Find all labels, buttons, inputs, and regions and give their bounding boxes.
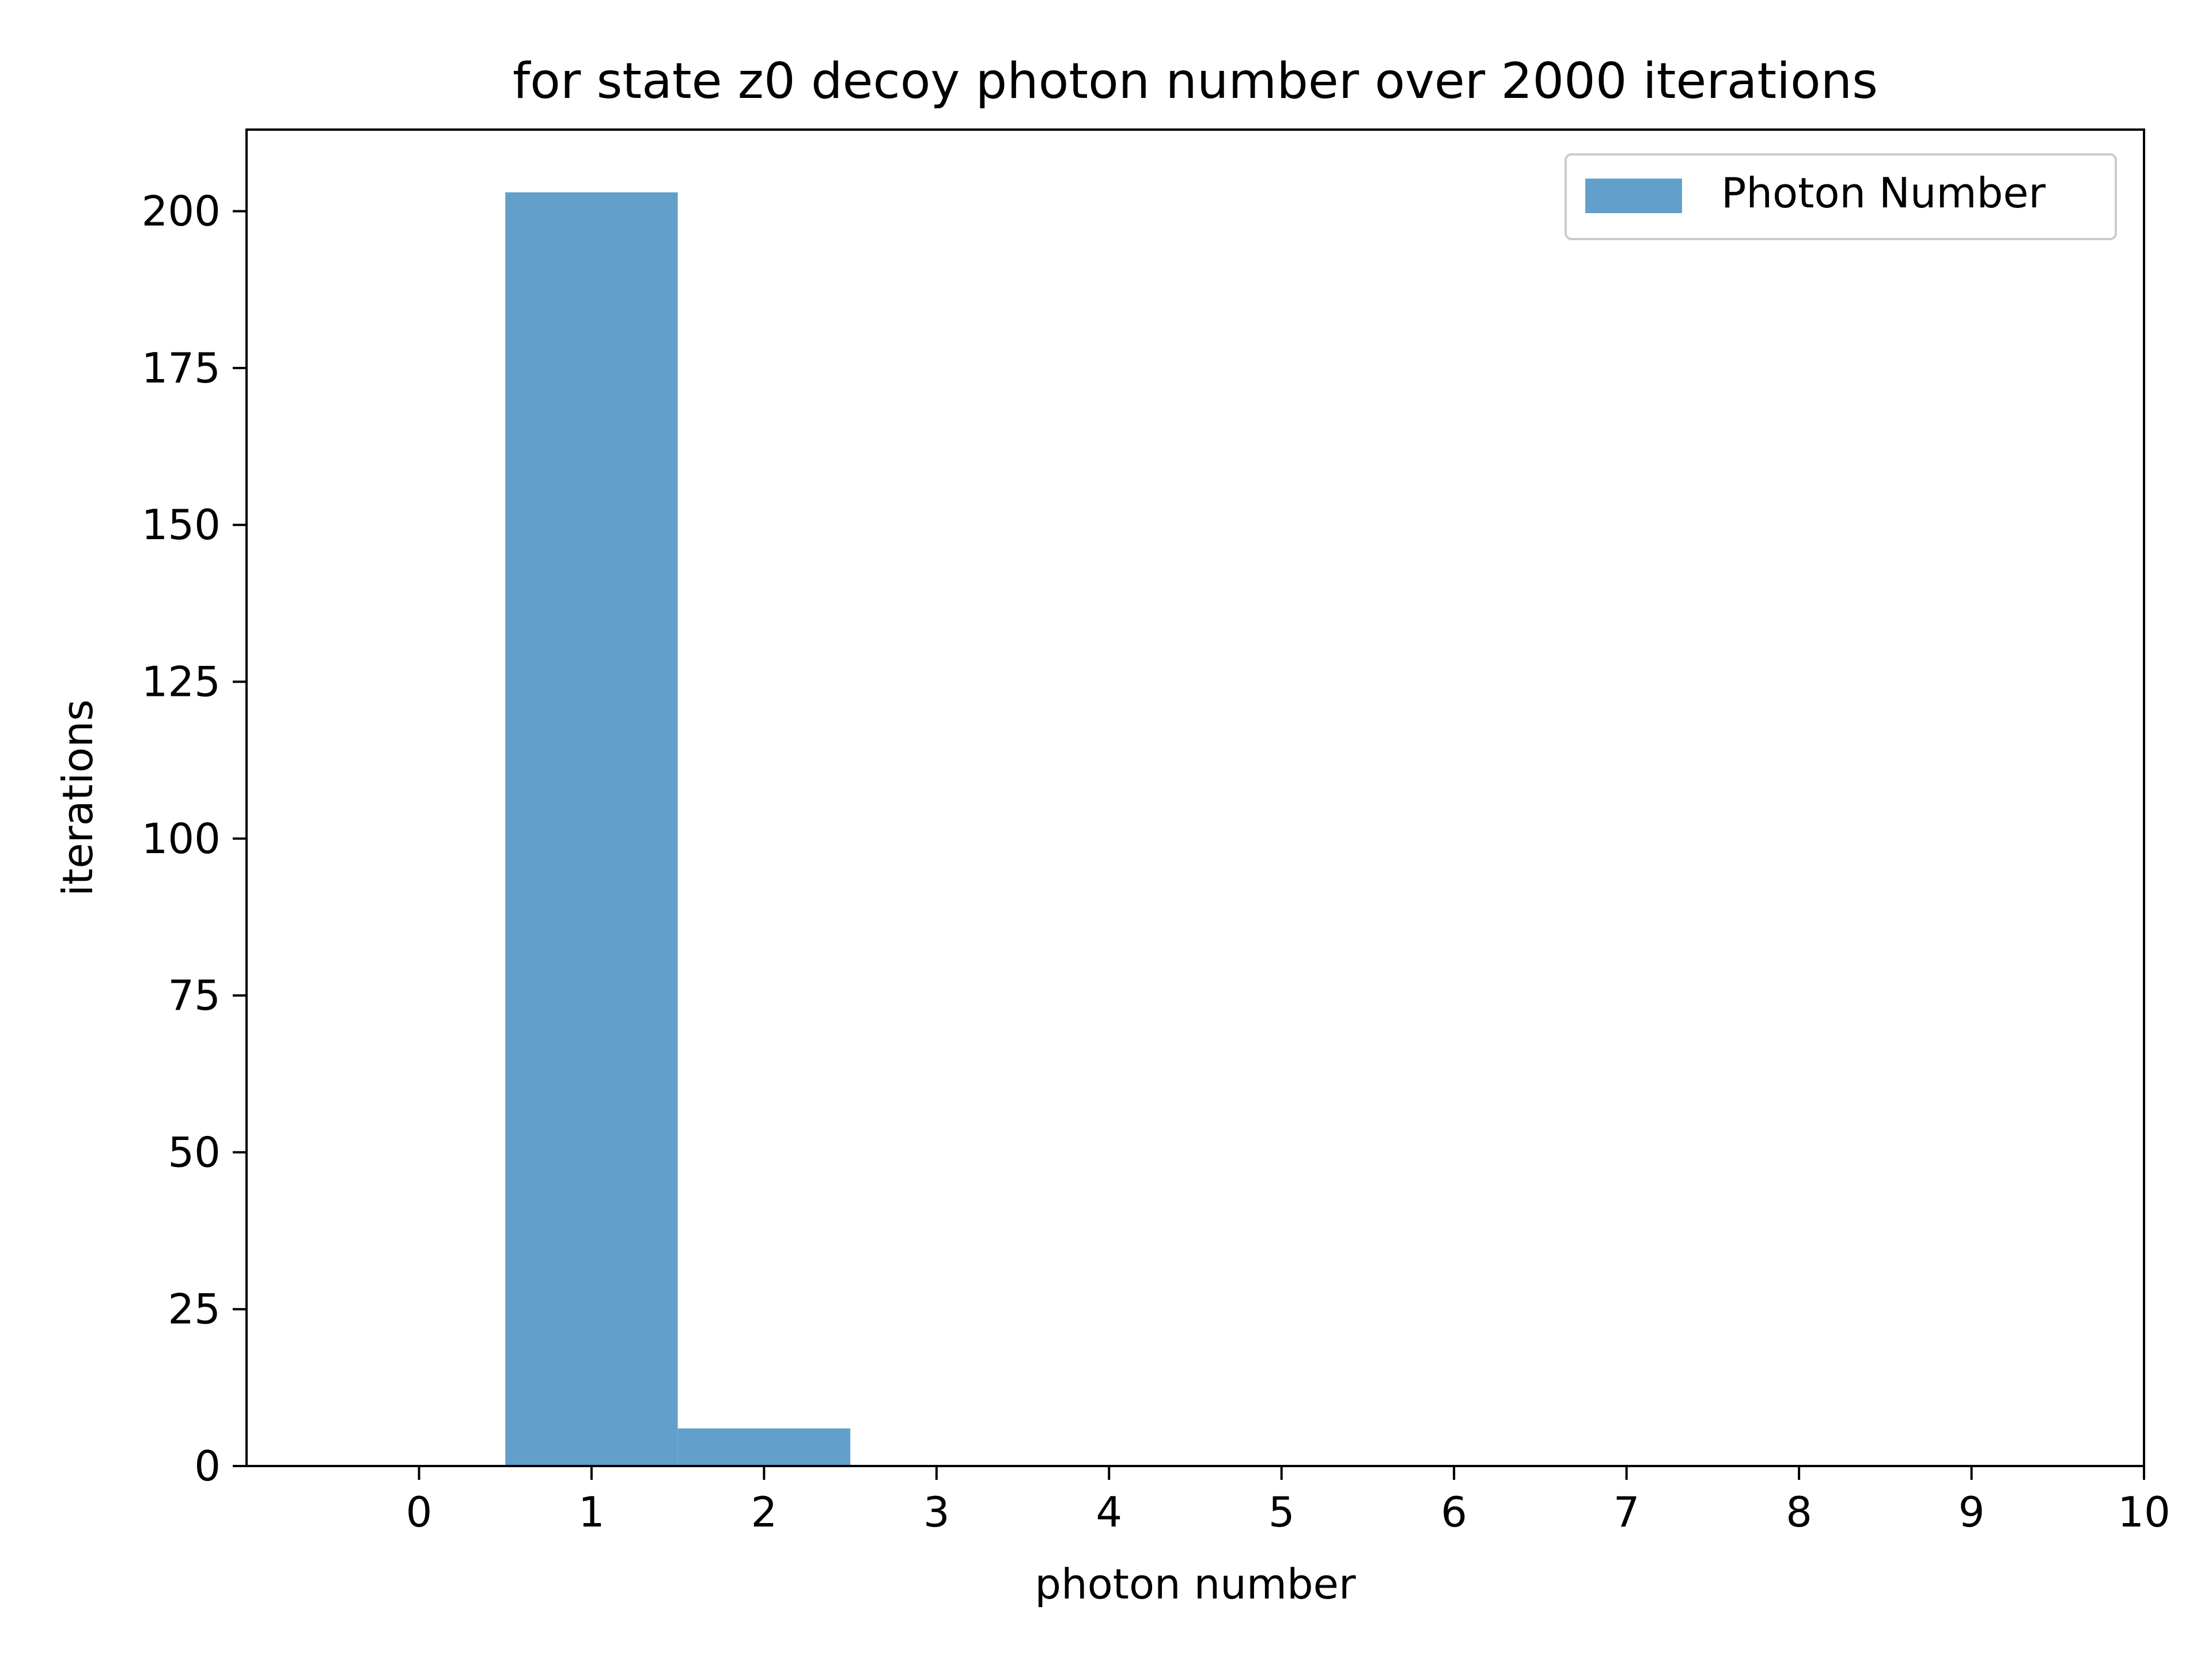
y-tick-label: 200 bbox=[142, 187, 221, 236]
y-tick-label: 50 bbox=[168, 1128, 221, 1176]
y-tick-label: 0 bbox=[194, 1442, 221, 1490]
y-tick-label: 125 bbox=[142, 657, 221, 706]
x-tick-label: 7 bbox=[1613, 1488, 1640, 1536]
x-tick-label: 5 bbox=[1268, 1488, 1295, 1536]
x-axis-label: photon number bbox=[1035, 1560, 1356, 1608]
x-axis-ticks: 0 1 2 3 4 5 6 7 8 9 10 bbox=[406, 1466, 2171, 1536]
y-axis-ticks: 0 25 50 75 100 125 150 175 200 bbox=[142, 187, 247, 1490]
legend-box bbox=[1565, 153, 2117, 240]
x-tick-label: 4 bbox=[1096, 1488, 1122, 1536]
y-tick-label: 100 bbox=[142, 815, 221, 863]
bar-photon-2 bbox=[677, 1428, 851, 1466]
chart-title: for state z0 decoy photon number over 20… bbox=[513, 52, 1878, 110]
x-tick-label: 3 bbox=[923, 1488, 950, 1536]
bar-photon-1 bbox=[505, 192, 678, 1467]
x-tick-label: 2 bbox=[751, 1488, 777, 1536]
y-tick-label: 175 bbox=[142, 344, 221, 392]
y-axis-label: iterations bbox=[54, 699, 102, 896]
y-tick-label: 25 bbox=[168, 1285, 221, 1334]
x-tick-label: 8 bbox=[1786, 1488, 1812, 1536]
x-tick-label: 6 bbox=[1441, 1488, 1467, 1536]
legend-swatch bbox=[1585, 179, 1682, 213]
y-tick-label: 75 bbox=[168, 971, 221, 1020]
x-tick-label: 0 bbox=[406, 1488, 433, 1536]
x-tick-label: 1 bbox=[578, 1488, 605, 1536]
bar-group bbox=[505, 192, 851, 1467]
x-tick-label: 9 bbox=[1959, 1488, 1985, 1536]
legend-label: Photon Number bbox=[1721, 169, 2046, 217]
legend: Photon Number bbox=[1565, 153, 2117, 240]
plot-area-frame bbox=[245, 128, 2145, 1467]
x-tick-label: 10 bbox=[2118, 1488, 2171, 1536]
y-tick-label: 150 bbox=[142, 501, 221, 549]
